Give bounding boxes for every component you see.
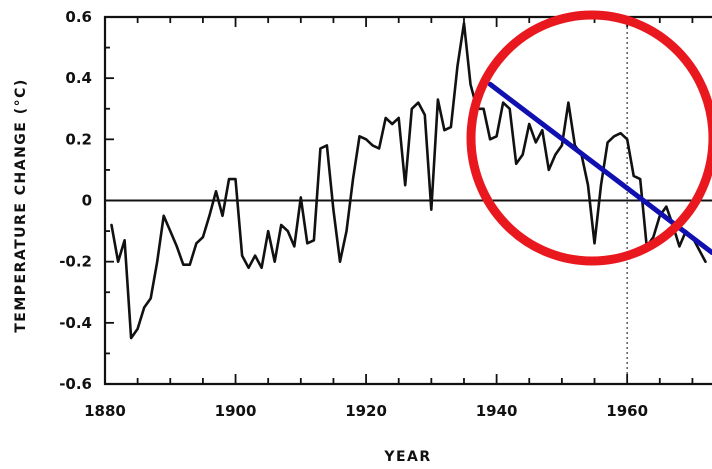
- y-tick-label: 0.2: [65, 130, 92, 148]
- x-tick-labels: 1880 1900 1920 1940 1960: [84, 402, 648, 420]
- overlay-layer: [466, 10, 712, 266]
- series-layer: [110, 21, 707, 340]
- y-tick-label: 0.4: [65, 69, 92, 87]
- x-tick-label: 1920: [345, 402, 387, 420]
- y-tick-label: -0.4: [59, 314, 92, 332]
- y-tick-label: 0.6: [65, 8, 92, 26]
- x-axis-title: YEAR: [383, 449, 431, 465]
- y-axis-title: TEMPERATURE CHANGE (°C): [13, 78, 29, 333]
- annotation-circle: [466, 10, 712, 266]
- x-tick-label: 1900: [215, 402, 257, 420]
- y-tick-label: -0.2: [59, 253, 92, 271]
- y-tick-label: 0: [82, 192, 92, 210]
- x-tick-label: 1940: [476, 402, 518, 420]
- x-tick-label: 1880: [84, 402, 126, 420]
- plot-area: [103, 10, 712, 386]
- temperature-series-line: [110, 21, 707, 340]
- x-tick-label: 1960: [606, 402, 648, 420]
- y-tick-label: -0.6: [59, 375, 92, 393]
- y-tick-labels: 0.6 0.4 0.2 0 -0.2 -0.4 -0.6: [59, 8, 92, 393]
